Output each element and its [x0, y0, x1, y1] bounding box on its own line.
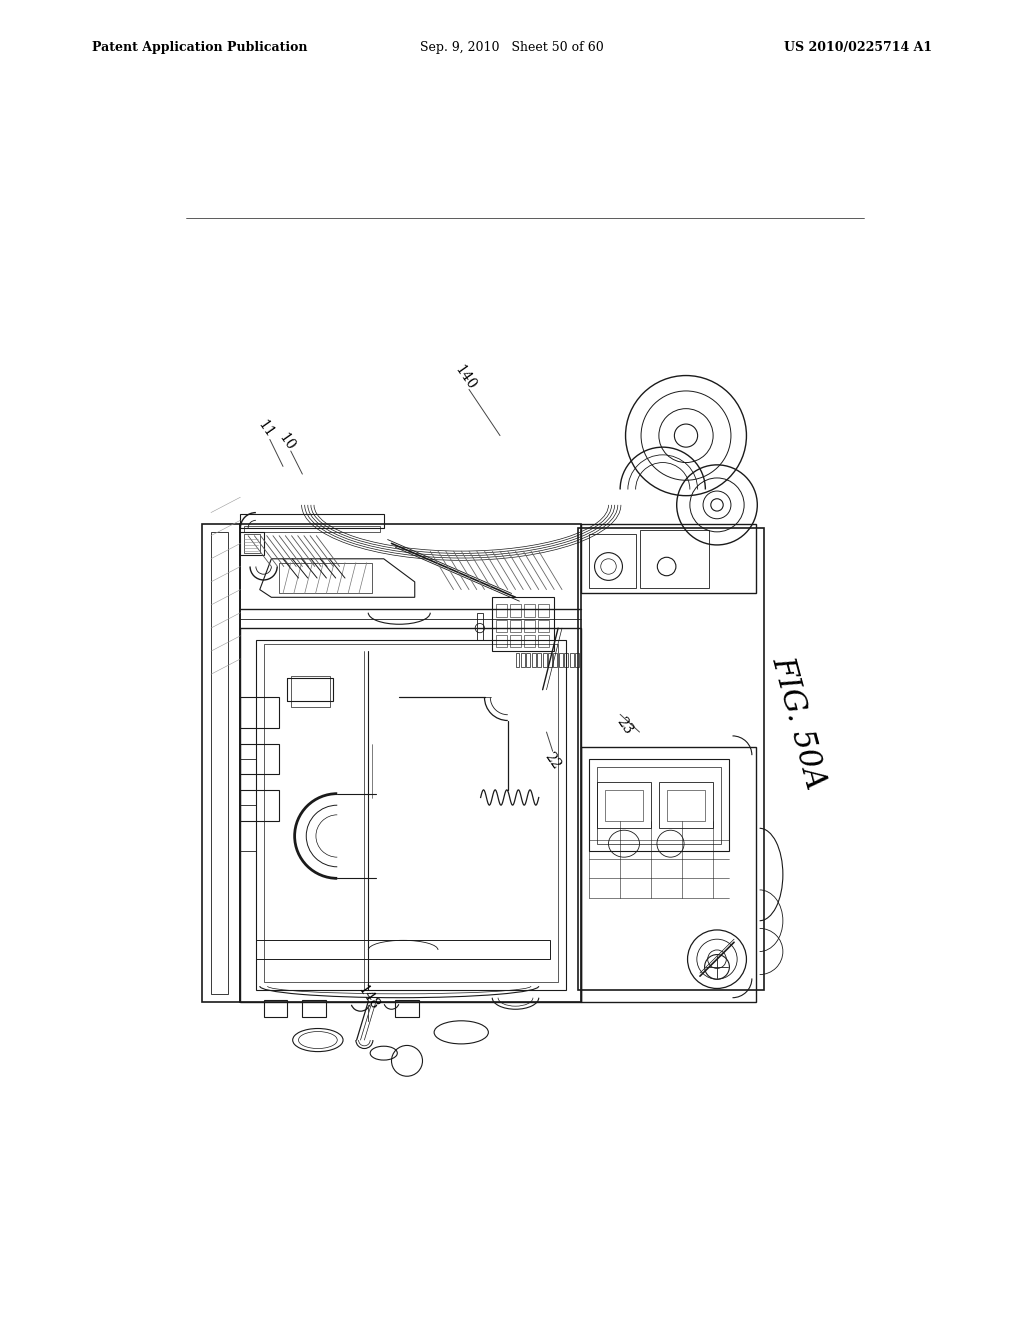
Bar [597, 781, 651, 829]
Bar [493, 597, 554, 651]
Text: 11: 11 [255, 418, 276, 441]
Text: US 2010/0225714 A1: US 2010/0225714 A1 [783, 41, 932, 54]
Bar [510, 605, 521, 616]
Bar [538, 605, 549, 616]
Bar [496, 635, 507, 647]
Bar [241, 789, 280, 821]
Bar [548, 653, 552, 667]
Bar [521, 653, 524, 667]
Bar [538, 653, 541, 667]
Bar [526, 653, 530, 667]
Bar [496, 619, 507, 632]
Bar [589, 759, 729, 851]
Bar [241, 524, 582, 1002]
Bar [658, 781, 713, 829]
Bar [640, 531, 710, 589]
Text: 22: 22 [542, 750, 563, 772]
Bar [559, 653, 563, 667]
Bar [302, 1001, 326, 1016]
Bar [569, 653, 573, 667]
Bar [241, 697, 280, 729]
Bar [241, 532, 263, 554]
Bar [524, 605, 535, 616]
Bar [287, 678, 334, 701]
Bar [538, 619, 549, 632]
Bar [395, 1001, 419, 1016]
Bar [589, 535, 636, 589]
Bar [604, 789, 643, 821]
Bar [578, 528, 764, 990]
Bar [241, 743, 280, 775]
Bar [510, 619, 521, 632]
Text: Sep. 9, 2010   Sheet 50 of 60: Sep. 9, 2010 Sheet 50 of 60 [420, 41, 604, 54]
Text: FIG. 50A: FIG. 50A [766, 652, 831, 792]
Bar [280, 562, 372, 594]
Text: 10: 10 [276, 430, 298, 453]
Bar [496, 605, 507, 616]
Text: 148: 148 [355, 983, 382, 1012]
Bar [202, 524, 241, 1002]
Bar [575, 653, 579, 667]
Bar [211, 532, 228, 994]
Bar [524, 635, 535, 647]
Bar [263, 1001, 287, 1016]
Text: 140: 140 [452, 363, 478, 393]
Bar [515, 653, 519, 667]
Bar [256, 640, 566, 990]
Bar [543, 653, 547, 667]
Bar [241, 513, 384, 528]
Bar [564, 653, 568, 667]
Bar [531, 653, 536, 667]
Bar [477, 612, 483, 640]
Bar [263, 644, 558, 982]
Bar [667, 789, 706, 821]
Bar [241, 628, 582, 1002]
Bar [554, 653, 557, 667]
Text: Patent Application Publication: Patent Application Publication [92, 41, 307, 54]
Bar [245, 525, 380, 532]
Bar [582, 524, 756, 594]
Bar [582, 747, 756, 1002]
Bar [597, 767, 721, 843]
Bar [256, 940, 550, 960]
Bar [524, 619, 535, 632]
Bar [245, 535, 260, 553]
Bar [538, 635, 549, 647]
Bar [510, 635, 521, 647]
Text: 23: 23 [613, 714, 635, 737]
Bar [291, 676, 330, 706]
